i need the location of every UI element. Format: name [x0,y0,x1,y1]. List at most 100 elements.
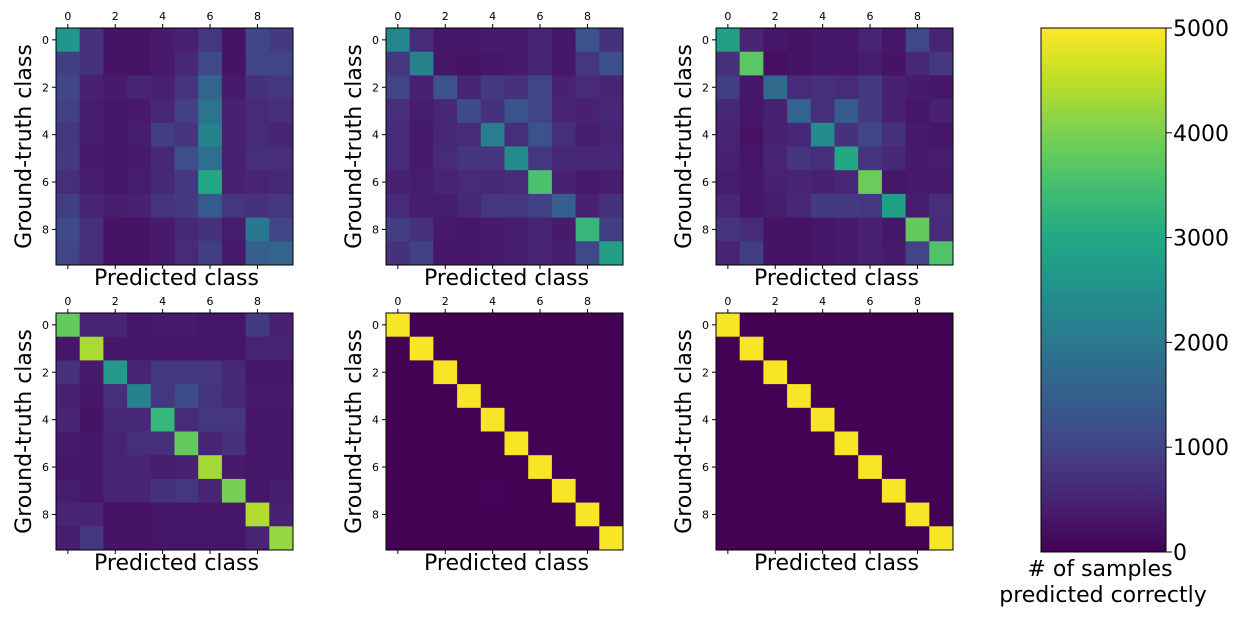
heatmap-cell [269,526,294,551]
heatmap-cell [810,478,835,504]
heatmap-cell [551,28,577,53]
heatmap-cell [716,502,741,527]
heatmap-cell [174,384,199,409]
heatmap-cell [858,407,883,432]
heatmap-cell [409,28,434,53]
heatmap-cell [103,122,128,147]
heatmap-cell [457,28,482,53]
heatmap-cell [150,478,175,504]
heatmap-cell [386,75,411,100]
heatmap-cell [150,407,175,432]
heatmap-cell [716,146,741,171]
heatmap-cell [198,502,223,527]
heatmap-cell [245,455,270,480]
heatmap-cell [457,313,482,338]
heatmap-cell [504,241,529,266]
heatmap-cell [551,313,577,338]
heatmap-cell [716,526,741,551]
heatmap-cell [103,241,128,266]
heatmap-cell [79,455,104,480]
heatmap-cell [386,28,411,53]
heatmap-frame [385,312,624,551]
heatmap-cell [504,502,529,527]
heatmap-cell [56,407,81,432]
heatmap-cell [575,360,600,385]
heatmap-cell [433,122,458,147]
heatmap-cell [504,51,529,76]
heatmap-cell [739,502,764,527]
heatmap-cell [787,75,812,100]
heatmap-cell [599,28,624,53]
heatmap-cell [433,384,458,409]
heatmap-cell [127,193,152,219]
heatmap-cell [834,336,859,361]
y-axis-label: Ground-truth class [12,329,37,534]
heatmap-cell [551,384,577,409]
heatmap-cell [480,455,505,480]
heatmap-cell [551,217,577,242]
heatmap-cell [245,75,270,100]
heatmap-cell [198,99,223,124]
heatmap-cell [716,99,741,124]
heatmap-cell [79,526,104,551]
heatmap-cell [834,122,859,147]
colorbar-tick-label: 3000 [1173,227,1229,252]
heatmap-cell [834,455,859,480]
heatmap-cell [480,51,505,76]
heatmap-cell [198,526,223,551]
heatmap-cell [763,313,788,338]
heatmap-cell [221,502,247,527]
heatmap-cell [386,384,411,409]
heatmap-cell [905,384,930,409]
heatmap-cell [433,455,458,480]
y-axis-label: Ground-truth class [12,44,37,249]
heatmap-cell [457,455,482,480]
y-tick-label: 6 [372,176,379,189]
heatmap-cell [716,336,741,361]
heatmap-cell [881,122,907,147]
heatmap-cell [858,241,883,266]
heatmap-cell [198,336,223,361]
heatmap-cell [858,455,883,480]
heatmap-cell [881,217,907,242]
heatmap-cell [881,336,907,361]
heatmap-cell [929,193,954,219]
heatmap-cell [881,170,907,195]
heatmap-cell [245,384,270,409]
heatmap-cell [787,478,812,504]
heatmap-cell [599,407,624,432]
heatmap-cell [79,384,104,409]
heatmap-cell [929,384,954,409]
heatmap-cell [103,217,128,242]
heatmap-cell [504,526,529,551]
colorbar-tick-label: 1000 [1173,436,1229,461]
heatmap-cell [198,170,223,195]
heatmap-cell [103,526,128,551]
heatmap-cell [551,99,577,124]
colorbar-tick-label: 4000 [1173,122,1229,147]
heatmap-cell [269,28,294,53]
heatmap-cell [245,170,270,195]
heatmap-cell [739,241,764,266]
colorbar-label-line2: predicted correctly [999,583,1207,608]
x-tick-label: 2 [112,10,119,23]
heatmap-panel-4: 0 2 4 6 8 0 2 4 6 8 Predicted class Ground-truth cl… [12,295,294,576]
heatmap-cell [56,28,81,53]
heatmap-cell [599,526,624,551]
heatmap-cell [433,478,458,504]
heatmap-cell [881,431,907,456]
heatmap-cell [858,431,883,456]
heatmap-cell [198,407,223,432]
heatmap-cell [457,146,482,171]
heatmap-cell [79,122,104,147]
heatmap-frame [55,27,294,266]
heatmap-cell [103,75,128,100]
heatmap-cell [575,170,600,195]
heatmap-cell [810,122,835,147]
heatmap-cell [198,75,223,100]
heatmap-cell [575,455,600,480]
heatmap-cell [599,384,624,409]
heatmap-cell [480,193,505,219]
heatmap-cell [551,122,577,147]
heatmap-cell [763,241,788,266]
